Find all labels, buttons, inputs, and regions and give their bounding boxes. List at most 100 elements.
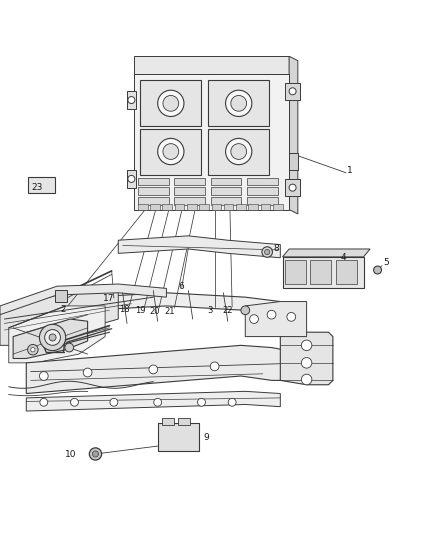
Bar xyxy=(236,204,246,209)
Bar xyxy=(174,197,205,205)
Circle shape xyxy=(89,448,102,460)
Circle shape xyxy=(128,175,135,182)
Bar xyxy=(174,187,205,195)
Bar xyxy=(138,204,148,209)
Bar xyxy=(174,177,205,185)
Circle shape xyxy=(301,374,312,385)
Circle shape xyxy=(40,398,48,406)
Polygon shape xyxy=(283,249,370,257)
Bar xyxy=(211,197,241,205)
Polygon shape xyxy=(26,391,280,411)
Circle shape xyxy=(226,139,252,165)
Bar xyxy=(208,128,269,174)
Text: 5: 5 xyxy=(383,259,389,268)
Circle shape xyxy=(241,306,250,314)
Circle shape xyxy=(231,143,247,159)
Bar xyxy=(178,418,190,425)
Circle shape xyxy=(262,247,272,257)
Bar xyxy=(208,80,269,126)
Circle shape xyxy=(163,143,179,159)
Text: 20: 20 xyxy=(149,307,160,316)
Circle shape xyxy=(226,90,252,117)
Bar xyxy=(140,80,201,126)
Polygon shape xyxy=(0,284,166,314)
Bar xyxy=(247,197,278,205)
Circle shape xyxy=(128,96,135,103)
Polygon shape xyxy=(134,74,289,209)
Bar xyxy=(162,204,172,209)
Polygon shape xyxy=(289,56,298,214)
Polygon shape xyxy=(55,290,67,302)
Circle shape xyxy=(163,95,179,111)
Text: 19: 19 xyxy=(135,306,145,315)
Circle shape xyxy=(250,314,258,324)
Bar xyxy=(158,423,199,451)
Bar xyxy=(211,177,241,185)
Polygon shape xyxy=(9,306,105,363)
Text: 4: 4 xyxy=(340,253,346,262)
Circle shape xyxy=(289,88,296,95)
Polygon shape xyxy=(0,290,118,345)
Circle shape xyxy=(210,362,219,371)
Circle shape xyxy=(158,139,184,165)
Text: 2: 2 xyxy=(61,305,66,314)
Circle shape xyxy=(92,451,99,457)
Bar xyxy=(261,204,270,209)
Circle shape xyxy=(31,348,35,352)
Bar xyxy=(138,177,169,185)
Text: 23: 23 xyxy=(32,183,43,192)
Bar xyxy=(28,177,55,193)
Circle shape xyxy=(228,398,236,406)
Bar xyxy=(211,187,241,195)
Bar xyxy=(138,187,169,195)
Polygon shape xyxy=(280,332,333,385)
Circle shape xyxy=(28,344,38,355)
Bar xyxy=(150,204,160,209)
Bar xyxy=(187,204,197,209)
Polygon shape xyxy=(285,179,300,197)
Bar xyxy=(175,204,184,209)
Text: 9: 9 xyxy=(204,433,209,442)
Polygon shape xyxy=(127,170,136,188)
Circle shape xyxy=(265,249,270,255)
Circle shape xyxy=(374,266,381,274)
Polygon shape xyxy=(285,83,300,100)
Bar xyxy=(310,260,331,285)
Polygon shape xyxy=(18,293,280,332)
Circle shape xyxy=(154,398,162,406)
Circle shape xyxy=(301,340,312,351)
Circle shape xyxy=(287,312,296,321)
Circle shape xyxy=(65,343,74,352)
Bar xyxy=(140,128,201,174)
Bar xyxy=(247,177,278,185)
Text: 10: 10 xyxy=(65,450,77,459)
Circle shape xyxy=(158,90,184,117)
Circle shape xyxy=(49,334,56,341)
Bar xyxy=(162,418,174,425)
Bar xyxy=(138,197,169,205)
Text: 1: 1 xyxy=(347,166,353,175)
Text: 17: 17 xyxy=(103,294,115,303)
Bar xyxy=(247,187,278,195)
Text: 3: 3 xyxy=(208,306,213,315)
Circle shape xyxy=(149,365,158,374)
Circle shape xyxy=(83,368,92,377)
Polygon shape xyxy=(26,345,315,393)
Circle shape xyxy=(267,310,276,319)
Polygon shape xyxy=(127,91,136,109)
Circle shape xyxy=(198,398,205,406)
Circle shape xyxy=(231,95,247,111)
Bar xyxy=(285,260,306,285)
Polygon shape xyxy=(118,236,280,258)
Bar xyxy=(224,204,233,209)
Circle shape xyxy=(39,372,48,381)
Text: 8: 8 xyxy=(274,245,279,254)
Bar xyxy=(212,204,221,209)
Bar xyxy=(273,204,283,209)
Text: 21: 21 xyxy=(165,307,175,316)
Polygon shape xyxy=(134,56,289,74)
Circle shape xyxy=(110,398,118,406)
Text: 6: 6 xyxy=(179,282,184,290)
Circle shape xyxy=(39,324,66,351)
Bar xyxy=(283,257,364,288)
